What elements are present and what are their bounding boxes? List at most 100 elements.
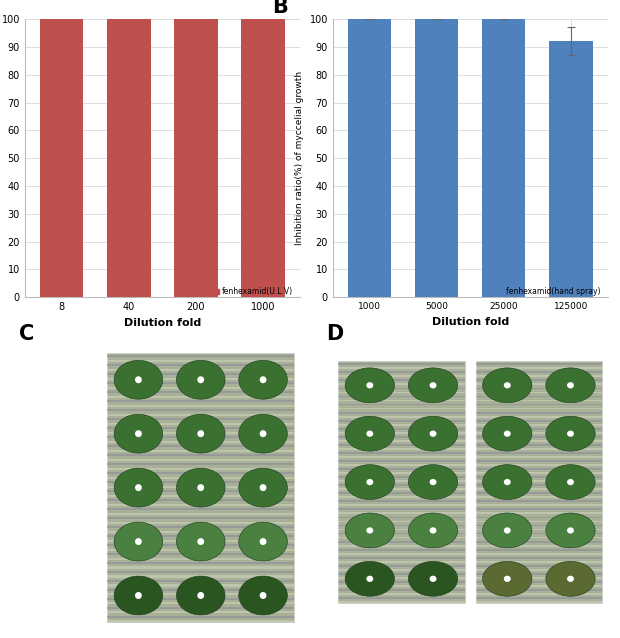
Text: 25000: 25000 bbox=[309, 478, 335, 487]
Bar bbox=[476, 517, 602, 518]
Bar bbox=[107, 378, 294, 380]
Ellipse shape bbox=[430, 431, 436, 437]
Bar bbox=[338, 404, 464, 406]
Bar bbox=[415, 19, 458, 297]
Ellipse shape bbox=[430, 575, 436, 582]
Ellipse shape bbox=[567, 479, 574, 485]
Bar bbox=[107, 19, 151, 297]
Bar bbox=[338, 577, 464, 579]
Text: C: C bbox=[19, 324, 34, 344]
Bar bbox=[107, 611, 294, 614]
Bar bbox=[107, 620, 294, 623]
Bar bbox=[338, 512, 464, 514]
Bar bbox=[476, 420, 602, 422]
Bar bbox=[107, 490, 294, 492]
Bar bbox=[476, 444, 602, 446]
Bar bbox=[107, 584, 294, 586]
Bar bbox=[107, 499, 294, 501]
Text: 5000: 5000 bbox=[314, 429, 335, 438]
Bar bbox=[338, 524, 464, 526]
Bar bbox=[338, 593, 464, 595]
X-axis label: Dilution fold: Dilution fold bbox=[432, 316, 509, 327]
Bar bbox=[476, 396, 602, 397]
Ellipse shape bbox=[482, 368, 532, 403]
Bar bbox=[338, 380, 464, 382]
Bar bbox=[549, 41, 593, 297]
Bar bbox=[338, 460, 464, 462]
Bar bbox=[338, 375, 464, 377]
Bar bbox=[476, 416, 602, 417]
Bar bbox=[338, 521, 464, 523]
Bar bbox=[338, 371, 464, 373]
Bar bbox=[338, 408, 464, 410]
Bar bbox=[476, 399, 602, 401]
Bar bbox=[338, 472, 464, 474]
Bar bbox=[338, 573, 464, 575]
Ellipse shape bbox=[409, 561, 458, 597]
Bar bbox=[338, 537, 464, 538]
Bar bbox=[107, 422, 294, 425]
Ellipse shape bbox=[135, 376, 142, 383]
Bar bbox=[338, 476, 464, 478]
Bar bbox=[338, 496, 464, 498]
Bar bbox=[107, 558, 294, 560]
Text: 200: 200 bbox=[82, 482, 102, 493]
Bar bbox=[476, 500, 602, 502]
Ellipse shape bbox=[114, 522, 162, 561]
Bar bbox=[476, 537, 602, 538]
Bar bbox=[107, 396, 294, 397]
Bar bbox=[476, 493, 602, 494]
Bar bbox=[107, 360, 294, 362]
Ellipse shape bbox=[197, 430, 204, 437]
Bar bbox=[107, 353, 294, 623]
Bar bbox=[107, 571, 294, 573]
Bar bbox=[476, 488, 602, 490]
Bar bbox=[107, 616, 294, 618]
Ellipse shape bbox=[197, 592, 204, 599]
Bar bbox=[338, 399, 464, 401]
Ellipse shape bbox=[239, 360, 287, 399]
Ellipse shape bbox=[546, 464, 595, 500]
Bar bbox=[476, 561, 602, 563]
Bar bbox=[476, 589, 602, 591]
Bar bbox=[476, 573, 602, 575]
Bar bbox=[40, 19, 84, 297]
Bar bbox=[107, 553, 294, 555]
Bar bbox=[476, 456, 602, 458]
Bar bbox=[338, 361, 464, 603]
Bar bbox=[338, 549, 464, 551]
Ellipse shape bbox=[177, 468, 225, 507]
Bar bbox=[107, 364, 294, 366]
Ellipse shape bbox=[482, 513, 532, 548]
Bar bbox=[338, 589, 464, 591]
Bar bbox=[107, 373, 294, 375]
Bar bbox=[107, 549, 294, 551]
Ellipse shape bbox=[239, 468, 287, 507]
Bar bbox=[476, 408, 602, 410]
Bar bbox=[107, 369, 294, 371]
Bar bbox=[107, 602, 294, 604]
Bar bbox=[338, 448, 464, 450]
Bar bbox=[107, 593, 294, 595]
Bar bbox=[476, 529, 602, 530]
Bar bbox=[338, 517, 464, 518]
Bar bbox=[338, 569, 464, 571]
Ellipse shape bbox=[567, 575, 574, 582]
Ellipse shape bbox=[177, 522, 225, 561]
Bar bbox=[338, 456, 464, 458]
Bar bbox=[476, 541, 602, 542]
Bar bbox=[476, 371, 602, 373]
Bar bbox=[107, 567, 294, 568]
Bar bbox=[107, 540, 294, 542]
Bar bbox=[107, 562, 294, 564]
Bar bbox=[476, 375, 602, 377]
Bar bbox=[476, 508, 602, 510]
Ellipse shape bbox=[567, 382, 574, 389]
Bar bbox=[338, 557, 464, 559]
Bar bbox=[476, 601, 602, 603]
Bar bbox=[338, 565, 464, 567]
Bar bbox=[107, 391, 294, 393]
Text: D: D bbox=[327, 324, 343, 344]
Ellipse shape bbox=[567, 527, 574, 533]
Bar bbox=[476, 521, 602, 523]
